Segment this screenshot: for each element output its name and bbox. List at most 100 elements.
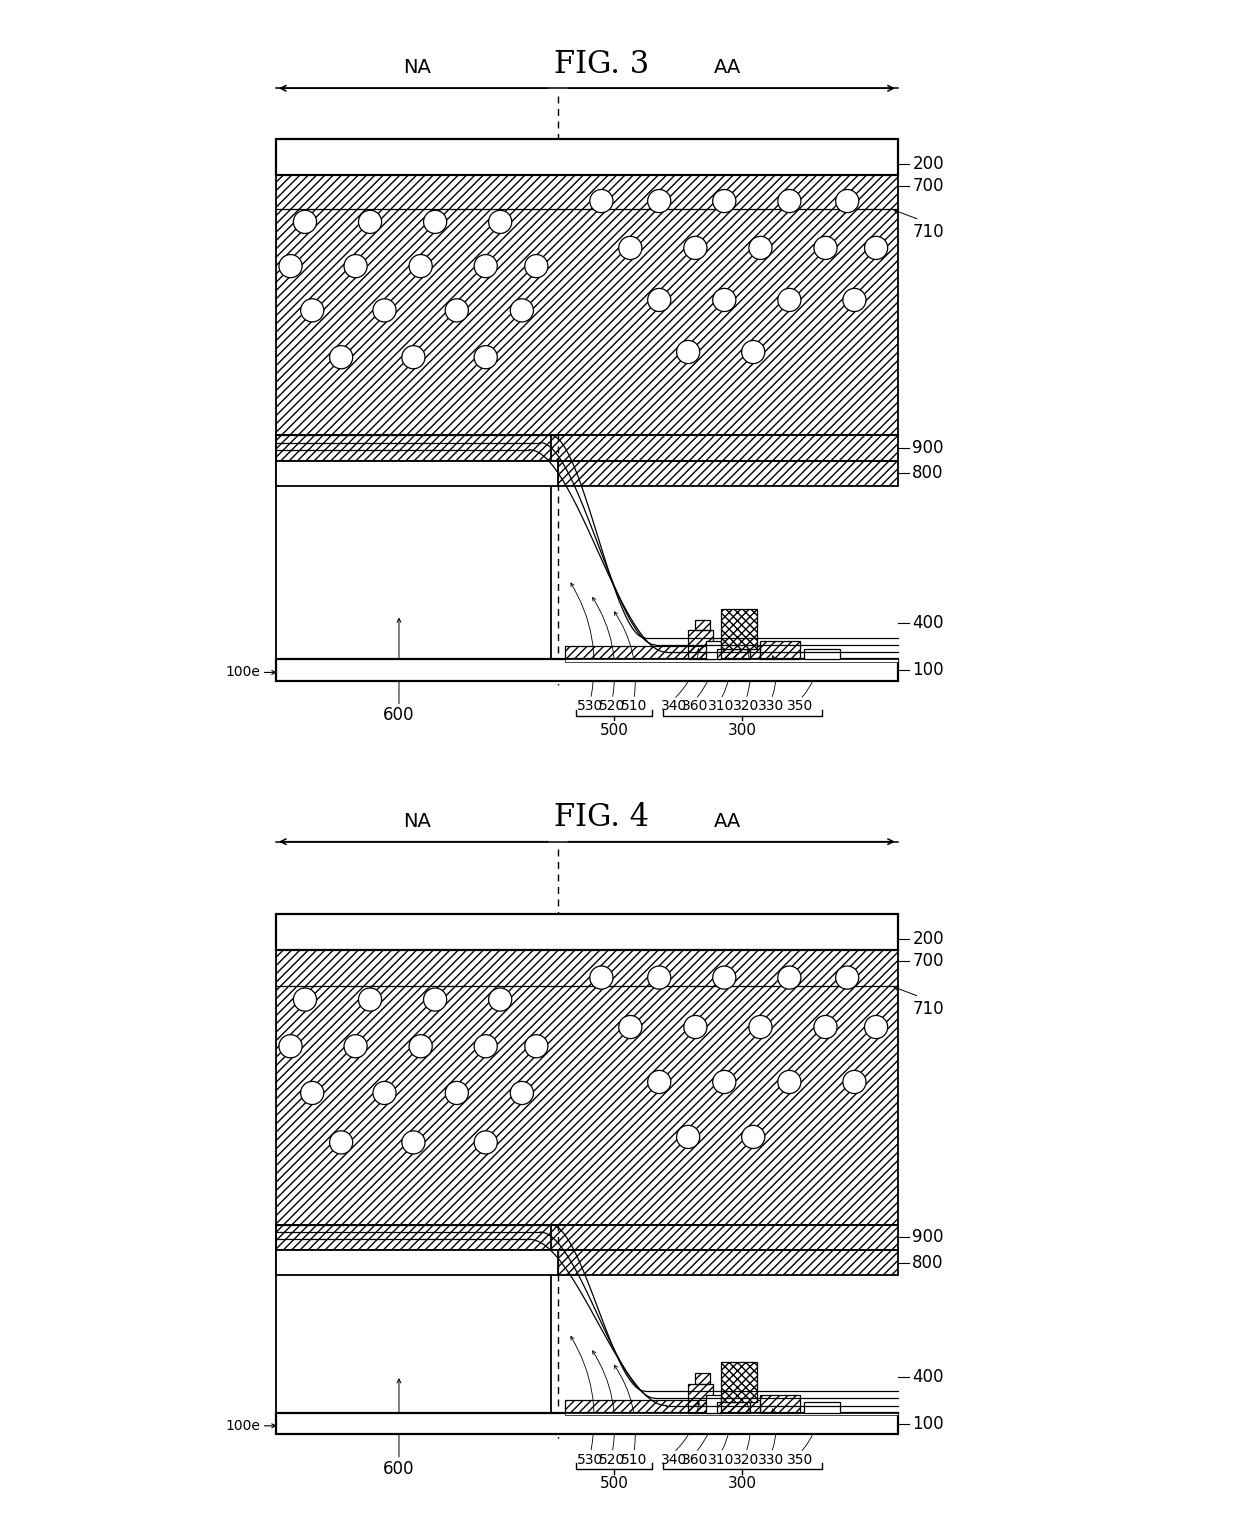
Circle shape	[677, 1125, 699, 1149]
Circle shape	[279, 254, 303, 277]
Circle shape	[474, 1131, 497, 1154]
Circle shape	[619, 236, 642, 259]
Circle shape	[424, 988, 446, 1011]
Circle shape	[836, 190, 859, 213]
Circle shape	[777, 966, 801, 989]
Circle shape	[525, 254, 548, 277]
Text: 320: 320	[733, 699, 759, 714]
Text: 300: 300	[728, 723, 756, 738]
Circle shape	[511, 1082, 533, 1105]
Text: 100: 100	[913, 1414, 944, 1432]
Circle shape	[474, 1035, 497, 1058]
Circle shape	[445, 298, 469, 323]
Bar	[277, 1225, 551, 1412]
Text: 800: 800	[913, 1254, 944, 1272]
Circle shape	[647, 1070, 671, 1093]
Text: 330: 330	[758, 699, 785, 714]
Text: 510: 510	[621, 699, 647, 714]
Text: 360: 360	[682, 1452, 708, 1467]
Text: 100e: 100e	[226, 665, 260, 679]
Text: 500: 500	[600, 723, 629, 738]
Bar	[760, 641, 800, 659]
Circle shape	[330, 345, 352, 368]
Text: 600: 600	[383, 706, 414, 724]
Bar	[277, 1225, 898, 1250]
Text: 360: 360	[682, 699, 708, 714]
Circle shape	[489, 988, 512, 1011]
Text: 700: 700	[913, 951, 944, 970]
Circle shape	[713, 288, 735, 312]
Text: 530: 530	[578, 1452, 604, 1467]
Circle shape	[474, 254, 497, 277]
Bar	[277, 659, 898, 682]
Text: 530: 530	[578, 699, 604, 714]
Text: 300: 300	[728, 1476, 756, 1492]
Text: 320: 320	[733, 1452, 759, 1467]
Bar	[277, 950, 898, 1225]
Circle shape	[683, 236, 707, 259]
Circle shape	[279, 1035, 303, 1058]
Circle shape	[511, 298, 533, 323]
Circle shape	[777, 190, 801, 213]
Circle shape	[864, 1015, 888, 1038]
Text: 500: 500	[600, 1476, 629, 1492]
Circle shape	[373, 298, 396, 323]
Text: 710: 710	[913, 1000, 944, 1018]
Circle shape	[590, 190, 613, 213]
Bar	[558, 1250, 898, 1275]
Circle shape	[749, 1015, 773, 1038]
Text: 100e: 100e	[226, 1419, 260, 1432]
Text: NA: NA	[403, 811, 432, 831]
Circle shape	[813, 236, 837, 259]
Bar	[717, 648, 750, 659]
Circle shape	[294, 988, 316, 1011]
Circle shape	[647, 288, 671, 312]
Circle shape	[713, 1070, 735, 1093]
Text: 100: 100	[913, 661, 944, 679]
Text: 710: 710	[913, 224, 944, 242]
Bar	[558, 461, 898, 486]
Circle shape	[713, 966, 735, 989]
Bar	[720, 1362, 756, 1402]
Circle shape	[749, 236, 773, 259]
Text: 900: 900	[913, 1228, 944, 1247]
Bar	[565, 659, 898, 662]
Text: 400: 400	[913, 615, 944, 632]
Bar	[804, 1402, 839, 1412]
Bar	[707, 641, 720, 659]
Text: 200: 200	[913, 930, 944, 948]
Text: 900: 900	[913, 438, 944, 457]
Circle shape	[358, 210, 382, 233]
Circle shape	[402, 1131, 425, 1154]
Text: AA: AA	[714, 58, 742, 78]
Circle shape	[343, 1035, 367, 1058]
Circle shape	[294, 210, 316, 233]
Bar	[277, 435, 898, 461]
Circle shape	[742, 341, 765, 364]
Circle shape	[619, 1015, 642, 1038]
Circle shape	[683, 1015, 707, 1038]
Circle shape	[330, 1131, 352, 1154]
Bar	[277, 139, 898, 175]
Bar	[277, 913, 898, 950]
Circle shape	[358, 988, 382, 1011]
Circle shape	[445, 1082, 469, 1105]
Bar	[804, 648, 839, 659]
Circle shape	[742, 1125, 765, 1149]
Circle shape	[409, 1035, 433, 1058]
Bar	[760, 1394, 800, 1412]
Circle shape	[777, 1070, 801, 1093]
Text: 310: 310	[708, 699, 734, 714]
Circle shape	[489, 210, 512, 233]
Circle shape	[424, 210, 446, 233]
Text: 310: 310	[708, 1452, 734, 1467]
Text: 520: 520	[599, 1452, 625, 1467]
Bar	[277, 435, 551, 659]
Circle shape	[864, 236, 888, 259]
Circle shape	[402, 345, 425, 368]
Circle shape	[777, 288, 801, 312]
Bar	[565, 1412, 898, 1415]
Circle shape	[300, 1082, 324, 1105]
Text: AA: AA	[714, 811, 742, 831]
Text: 510: 510	[621, 1452, 647, 1467]
